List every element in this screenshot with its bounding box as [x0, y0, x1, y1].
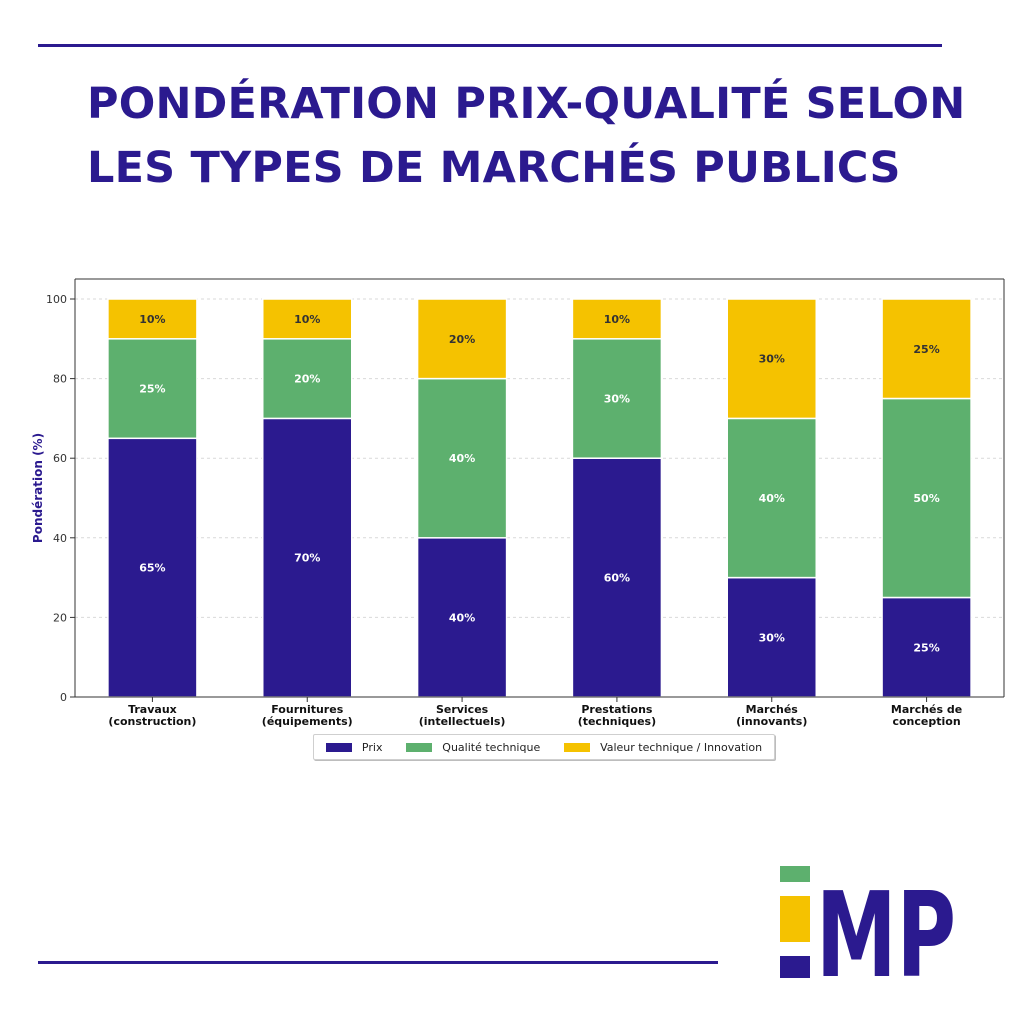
legend-swatch-prix — [325, 742, 352, 752]
legend-swatch-qualite — [406, 742, 433, 752]
bar-1-1 — [107, 437, 198, 698]
x-tick-label-2-1: Fournitures — [271, 703, 343, 716]
bar-1-6 — [881, 596, 972, 698]
data-label-2-5: 40% — [759, 492, 785, 505]
x-tick-label-4-2: (techniques) — [578, 715, 656, 728]
x-tick-label-4-1: Prestations — [581, 703, 653, 716]
bar-3-3 — [416, 298, 508, 380]
bar-2-4 — [571, 338, 663, 459]
x-tick-label-3-2: (intellectuels) — [419, 715, 506, 728]
data-label-2-3: 40% — [449, 452, 475, 465]
logo-blue-block — [780, 956, 810, 978]
bar-2-2 — [262, 338, 353, 420]
y-tick-label-60: 60 — [53, 452, 67, 465]
x-tick-label-5-2: (innovants) — [736, 715, 807, 728]
data-label-1-6: 25% — [913, 641, 939, 654]
logo-green-block — [780, 866, 810, 882]
data-label-3-5: 30% — [759, 353, 785, 366]
legend-item-prix: Prix — [325, 740, 383, 754]
x-tick-label-1-1: Travaux — [128, 703, 177, 716]
x-tick-label-1-2: (construction) — [108, 715, 196, 728]
data-label-1-3: 40% — [449, 611, 475, 624]
y-tick-label-40: 40 — [53, 532, 67, 545]
bar-1-5 — [726, 576, 817, 698]
data-label-2-2: 20% — [294, 373, 320, 386]
x-tick-label-5-1: Marchés — [746, 703, 799, 716]
data-label-3-1: 10% — [139, 313, 165, 326]
data-label-1-5: 30% — [759, 631, 785, 644]
page-title-line2: LES TYPES DE MARCHÉS PUBLICS — [87, 143, 901, 193]
legend-label-prix: Prix — [361, 740, 383, 754]
x-tick-label-3-1: Services — [436, 703, 489, 716]
bar-3-5 — [726, 298, 817, 420]
page-title-line1: PONDÉRATION PRIX-QUALITÉ SELON — [87, 79, 966, 129]
top-rule — [38, 44, 942, 47]
y-axis-label: Pondération (%) — [31, 433, 45, 543]
logo-yellow-block — [780, 896, 810, 942]
bar-3-1 — [107, 298, 198, 340]
y-tick-label-20: 20 — [53, 611, 67, 624]
data-label-1-1: 65% — [139, 562, 165, 575]
x-tick-label-6-1: Marchés de — [891, 703, 962, 716]
data-label-1-4: 60% — [604, 572, 630, 585]
data-label-1-2: 70% — [294, 552, 320, 565]
data-label-3-3: 20% — [449, 333, 475, 346]
legend-item-valeur: Valeur technique / Innovation — [564, 741, 762, 754]
x-tick-label-6-2: conception — [892, 715, 960, 728]
imp-logo: MP — [780, 866, 956, 978]
legend-item-qualite: Qualité technique — [406, 741, 540, 754]
legend-label-qualite: Qualité technique — [442, 740, 541, 754]
logo-text: MP — [816, 866, 956, 978]
y-tick-label-80: 80 — [53, 373, 67, 386]
bar-3-2 — [262, 298, 353, 340]
data-label-2-4: 30% — [604, 393, 630, 406]
data-label-3-4: 10% — [604, 313, 630, 326]
bar-1-4 — [571, 457, 663, 698]
data-label-2-1: 25% — [139, 383, 165, 396]
data-label-2-6: 50% — [913, 492, 939, 505]
bar-2-6 — [881, 397, 972, 599]
bottom-rule — [38, 961, 718, 964]
y-tick-label-0: 0 — [60, 691, 67, 704]
chart-legend: Prix Qualité technique Valeur technique … — [313, 734, 775, 760]
legend-swatch-valeur — [564, 742, 591, 752]
bar-3-4 — [571, 298, 663, 340]
data-label-3-6: 25% — [913, 343, 939, 356]
bar-2-3 — [416, 377, 508, 539]
data-label-3-2: 10% — [294, 313, 320, 326]
legend-label-valeur: Valeur technique / Innovation — [600, 740, 763, 754]
bar-2-1 — [107, 338, 198, 440]
y-tick-label-100: 100 — [46, 293, 67, 306]
bar-3-6 — [881, 298, 972, 400]
page-title: PONDÉRATION PRIX-QUALITÉ SELON LES TYPES… — [87, 72, 1017, 200]
x-tick-label-2-2: (équipements) — [262, 715, 353, 728]
bar-1-3 — [416, 537, 508, 698]
